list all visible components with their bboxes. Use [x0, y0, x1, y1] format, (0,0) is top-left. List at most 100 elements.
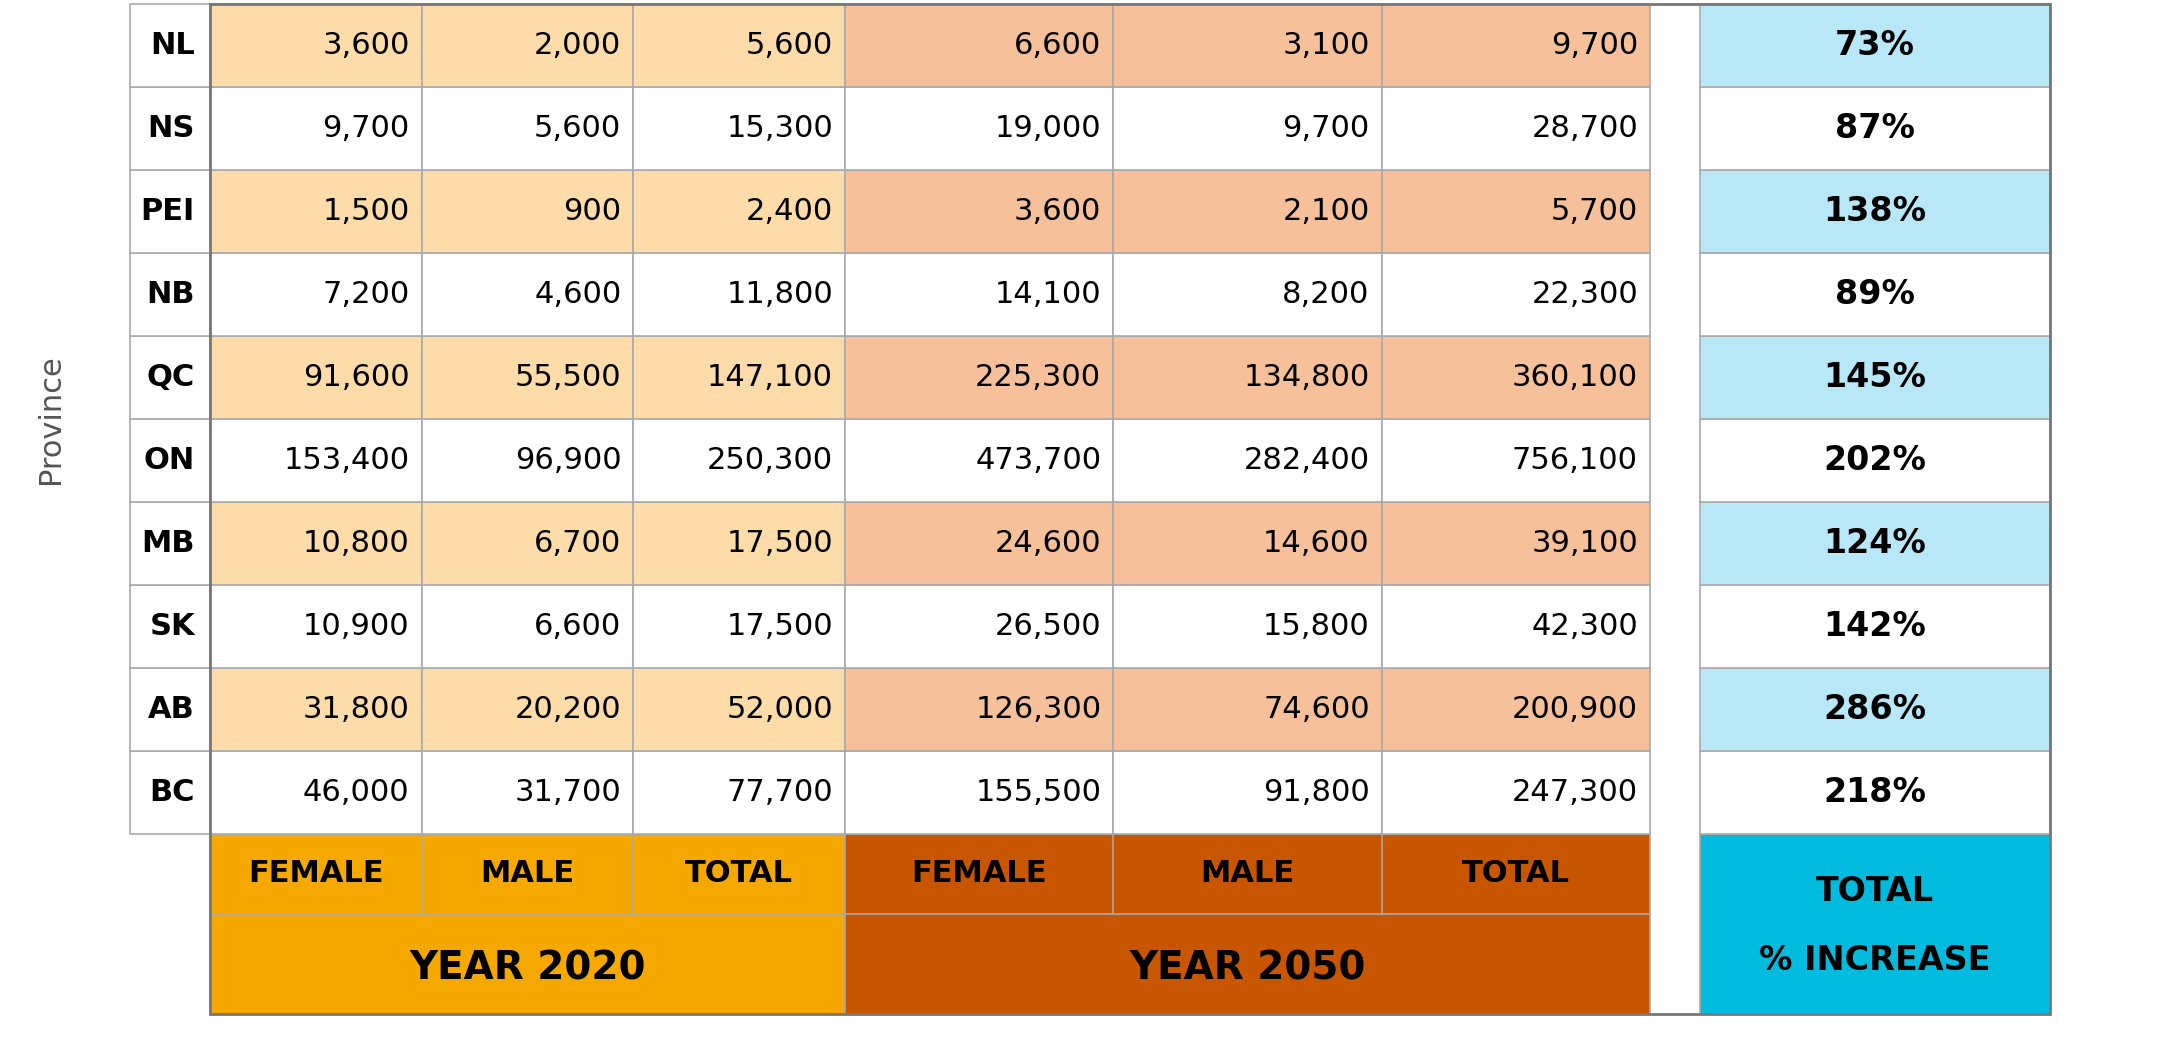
Text: 17,500: 17,500: [727, 529, 834, 557]
Bar: [209, 170, 421, 253]
Bar: [421, 585, 633, 668]
Text: 42,300: 42,300: [1532, 612, 1639, 641]
Bar: [131, 585, 209, 668]
Bar: [1381, 585, 1650, 668]
Bar: [1381, 419, 1650, 502]
Bar: [1381, 4, 1650, 87]
Text: 5,600: 5,600: [746, 31, 834, 60]
Text: 218%: 218%: [1824, 776, 1927, 809]
Text: 55,500: 55,500: [515, 363, 622, 392]
Bar: [1700, 253, 2051, 336]
Text: 250,300: 250,300: [707, 446, 834, 475]
Text: 4,600: 4,600: [535, 280, 622, 309]
Text: 286%: 286%: [1824, 693, 1927, 726]
Bar: [131, 668, 209, 751]
Text: 46,000: 46,000: [303, 778, 410, 807]
Bar: [209, 751, 421, 834]
Bar: [633, 585, 844, 668]
Text: 1,500: 1,500: [323, 197, 410, 226]
Text: NS: NS: [148, 114, 194, 143]
Bar: [1381, 170, 1650, 253]
Bar: [633, 170, 844, 253]
Text: PEI: PEI: [140, 197, 194, 226]
Bar: [1113, 502, 1381, 585]
Text: 6,600: 6,600: [535, 612, 622, 641]
Bar: [1113, 751, 1381, 834]
Bar: [1700, 336, 2051, 419]
Text: MALE: MALE: [1200, 859, 1294, 888]
Bar: [421, 253, 633, 336]
Text: % INCREASE: % INCREASE: [1759, 944, 1990, 976]
Bar: [421, 751, 633, 834]
Bar: [1113, 668, 1381, 751]
Text: SK: SK: [148, 612, 194, 641]
Bar: [209, 419, 421, 502]
Bar: [421, 4, 633, 87]
Text: FEMALE: FEMALE: [912, 859, 1047, 888]
Text: TOTAL: TOTAL: [1462, 859, 1569, 888]
Text: YEAR 2050: YEAR 2050: [1130, 950, 1366, 988]
Text: 14,100: 14,100: [995, 280, 1102, 309]
Text: 5,600: 5,600: [535, 114, 622, 143]
Text: 145%: 145%: [1824, 361, 1927, 394]
Text: 52,000: 52,000: [727, 695, 834, 723]
Text: 202%: 202%: [1824, 444, 1927, 477]
Text: 15,300: 15,300: [727, 114, 834, 143]
Bar: [1381, 87, 1650, 170]
Text: 473,700: 473,700: [975, 446, 1102, 475]
Bar: [209, 668, 421, 751]
Bar: [421, 419, 633, 502]
Bar: [844, 585, 1113, 668]
Text: 2,100: 2,100: [1283, 197, 1370, 226]
Bar: [1700, 170, 2051, 253]
Bar: [131, 253, 209, 336]
Text: 96,900: 96,900: [515, 446, 622, 475]
Text: 155,500: 155,500: [975, 778, 1102, 807]
Bar: [1700, 4, 2051, 87]
Text: 5,700: 5,700: [1551, 197, 1639, 226]
Text: 77,700: 77,700: [727, 778, 834, 807]
Bar: [844, 834, 1650, 1014]
Text: 6,600: 6,600: [1015, 31, 1102, 60]
Text: 9,700: 9,700: [1283, 114, 1370, 143]
Bar: [1381, 336, 1650, 419]
Bar: [421, 336, 633, 419]
Bar: [209, 834, 844, 1014]
Text: 14,600: 14,600: [1263, 529, 1370, 557]
Text: QC: QC: [146, 363, 194, 392]
Bar: [633, 336, 844, 419]
Text: ON: ON: [144, 446, 194, 475]
Text: 28,700: 28,700: [1532, 114, 1639, 143]
Bar: [633, 419, 844, 502]
Bar: [131, 502, 209, 585]
Bar: [633, 87, 844, 170]
Bar: [421, 668, 633, 751]
Text: 17,500: 17,500: [727, 612, 834, 641]
Text: 3,600: 3,600: [1015, 197, 1102, 226]
Text: NL: NL: [151, 31, 194, 60]
Bar: [844, 668, 1113, 751]
Bar: [633, 502, 844, 585]
Text: 142%: 142%: [1824, 610, 1927, 643]
Text: 87%: 87%: [1835, 112, 1916, 145]
Bar: [844, 87, 1113, 170]
Text: 147,100: 147,100: [707, 363, 834, 392]
Text: 26,500: 26,500: [995, 612, 1102, 641]
Text: 31,800: 31,800: [303, 695, 410, 723]
Text: FEMALE: FEMALE: [249, 859, 384, 888]
Bar: [1700, 87, 2051, 170]
Bar: [1113, 419, 1381, 502]
Text: 153,400: 153,400: [284, 446, 410, 475]
Bar: [844, 502, 1113, 585]
Bar: [844, 336, 1113, 419]
Bar: [209, 4, 421, 87]
Bar: [209, 253, 421, 336]
Text: 15,800: 15,800: [1263, 612, 1370, 641]
Text: 19,000: 19,000: [995, 114, 1102, 143]
Text: 11,800: 11,800: [727, 280, 834, 309]
Bar: [131, 87, 209, 170]
Bar: [1113, 4, 1381, 87]
Text: 39,100: 39,100: [1532, 529, 1639, 557]
Text: MALE: MALE: [480, 859, 574, 888]
Bar: [844, 170, 1113, 253]
